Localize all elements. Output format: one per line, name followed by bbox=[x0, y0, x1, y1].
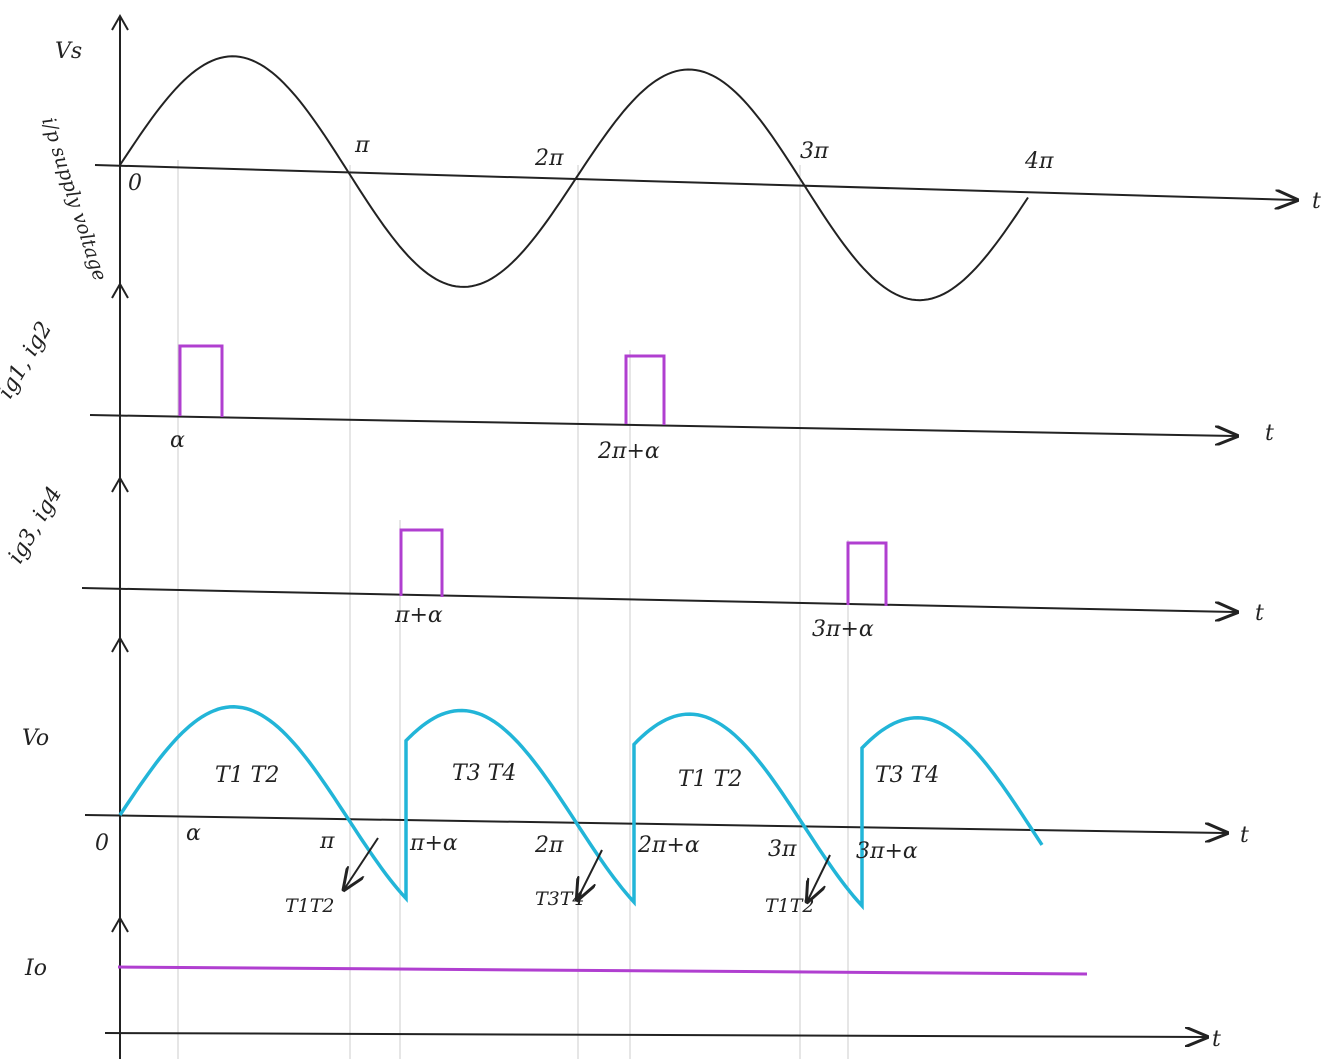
tick-label: 2π bbox=[534, 146, 564, 171]
panel-label: Vo bbox=[22, 726, 49, 751]
conduction-label: T1 T2 bbox=[215, 763, 279, 788]
axis-label: t bbox=[1312, 189, 1321, 214]
origin-label: 0 bbox=[128, 171, 142, 196]
tick-label: 2π bbox=[534, 833, 564, 858]
tick-label: 2π+α bbox=[637, 833, 700, 858]
tick-label: 3π+α bbox=[856, 839, 918, 864]
axis-label: t bbox=[1255, 601, 1264, 626]
conduction-label: T3 T4 bbox=[875, 763, 939, 788]
tick-label: π+α bbox=[409, 831, 458, 856]
tick-label: π bbox=[319, 829, 335, 854]
origin-label: 0 bbox=[95, 831, 109, 856]
tick-label: α bbox=[186, 821, 201, 846]
callout-label: T1T2 bbox=[285, 895, 335, 917]
tick-label: π+α bbox=[394, 603, 443, 628]
axis-label: t bbox=[1240, 823, 1249, 848]
background bbox=[0, 0, 1339, 1059]
callout-label: T3T4 bbox=[535, 888, 585, 910]
tick-label: 3π+α bbox=[812, 617, 874, 642]
tick-label: 4π bbox=[1024, 149, 1054, 174]
tick-label: 3π bbox=[768, 837, 797, 862]
callout-label: T1T2 bbox=[765, 895, 815, 917]
tick-label: π bbox=[354, 133, 370, 158]
panel-label: Io bbox=[24, 956, 47, 981]
tick-label: 3π bbox=[800, 139, 829, 164]
conduction-label: T1 T2 bbox=[678, 767, 742, 792]
axis-label: t bbox=[1212, 1027, 1221, 1052]
axis-label: t bbox=[1265, 421, 1274, 446]
panel-label: Vs bbox=[55, 39, 82, 64]
waveform-diagram: Vs i/p supply voltage 0 π 2π 3π 4π t ig1… bbox=[0, 0, 1339, 1059]
tick-label: 2π+α bbox=[597, 439, 660, 464]
tick-label: α bbox=[170, 428, 185, 453]
conduction-label: T3 T4 bbox=[452, 761, 516, 786]
